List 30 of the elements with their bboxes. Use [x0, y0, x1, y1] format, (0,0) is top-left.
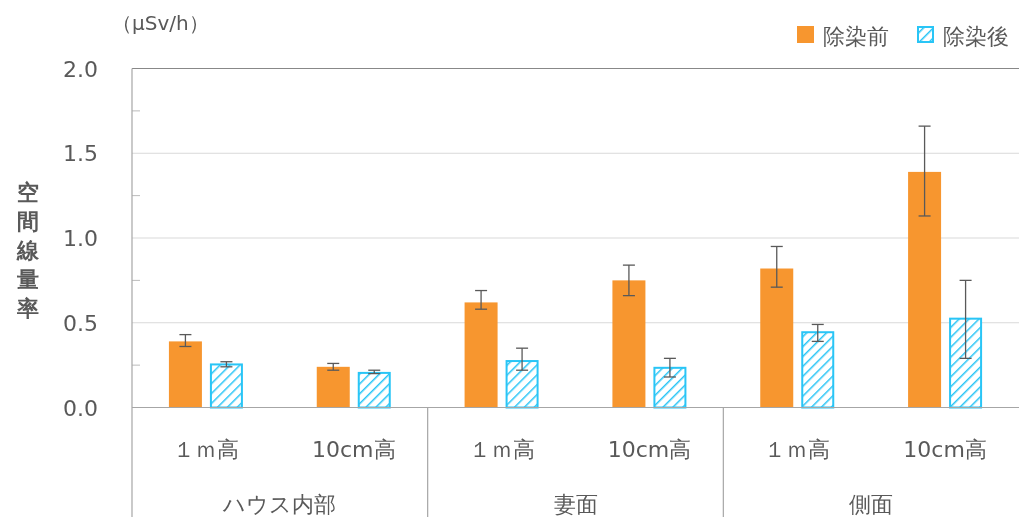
bar: [760, 268, 794, 408]
y-tick-label: 1.0: [63, 226, 98, 251]
bar: [612, 280, 646, 408]
legend-label: 除染前: [823, 24, 889, 49]
y-axis-title: 空間線量率: [16, 180, 40, 321]
x-tick-label: １ｍ高: [764, 437, 831, 462]
y-tick-label: 0.0: [63, 395, 98, 421]
text: ハウス内部: [222, 492, 337, 517]
bar: [464, 302, 498, 408]
bar: [908, 171, 942, 408]
bar: [357, 371, 391, 409]
x-tick-label: 10cm高: [903, 437, 987, 462]
text: （μSv/h）: [112, 11, 209, 35]
bar: [168, 341, 202, 408]
bar: [505, 360, 539, 409]
text: 側面: [849, 492, 894, 517]
x-tick-label: １ｍ高: [172, 437, 239, 462]
legend-label: 除染後: [943, 24, 1009, 49]
y-tick-label: 0.5: [63, 310, 98, 336]
bar: [801, 331, 835, 409]
x-tick-label: １ｍ高: [468, 437, 535, 462]
bar: [653, 366, 687, 409]
bar: [209, 363, 243, 409]
y-tick-label: 1.5: [63, 141, 98, 167]
y-tick-label: 2.0: [63, 56, 98, 82]
bar: [316, 366, 350, 408]
text: 妻面: [553, 492, 598, 517]
x-tick-label: 10cm高: [607, 437, 692, 462]
bar: [949, 317, 983, 409]
x-tick-label: 10cm高: [311, 437, 396, 462]
